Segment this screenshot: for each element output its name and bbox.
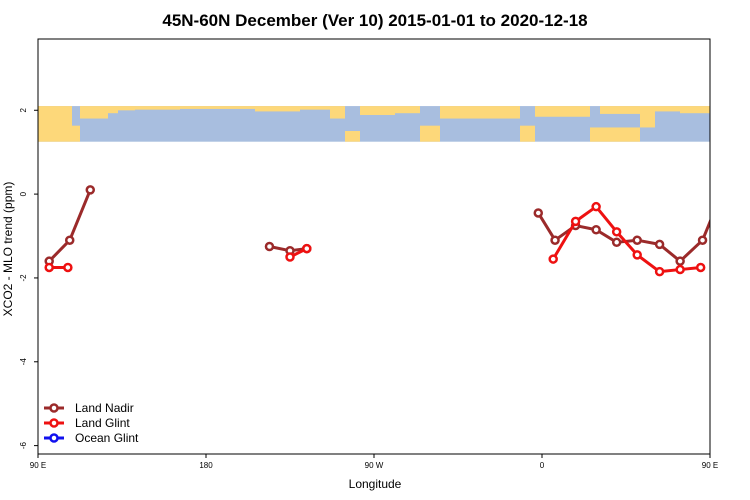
land-glint-point	[548, 254, 558, 264]
land-glint-point	[285, 252, 295, 262]
world-map-band	[38, 106, 710, 142]
legend-land-glint-label: Land Glint	[75, 416, 130, 430]
y-tick-label: 2	[19, 107, 28, 112]
land-nadir-line	[536, 212, 710, 263]
y-tick-label: -6	[19, 442, 28, 450]
land-glint-point	[654, 266, 665, 277]
map-land	[440, 106, 520, 119]
land-nadir-point	[675, 256, 685, 266]
land-nadir-point	[720, 186, 727, 193]
plot-frame	[37, 38, 711, 455]
land-nadir-point	[550, 235, 560, 245]
land-glint-point	[632, 250, 642, 260]
x-tick-label: 0	[540, 461, 545, 470]
chart-title: 45N-60N December (Ver 10) 2015-01-01 to …	[162, 11, 587, 30]
land-glint-point	[570, 216, 581, 227]
land-glint-point	[611, 227, 622, 237]
x-tick-label: 90 W	[365, 461, 384, 470]
map-land	[590, 127, 640, 142]
map-land	[600, 106, 650, 114]
map-land	[180, 106, 255, 109]
legend-land-glint-marker	[49, 418, 59, 428]
map-land	[640, 106, 655, 128]
land-glint-point	[695, 262, 706, 273]
land-nadir-point	[697, 235, 708, 245]
map-land	[300, 106, 330, 110]
y-axis: -6 -4 -2 0 2	[19, 107, 38, 449]
land-nadir-point	[654, 239, 665, 250]
map-land	[420, 125, 440, 142]
x-tick-label: 180	[199, 461, 213, 470]
land-glint-point	[44, 262, 54, 273]
map-land	[255, 106, 300, 112]
land-nadir-point	[64, 235, 75, 245]
x-tick-label: 90 E	[702, 461, 718, 470]
map-land	[118, 106, 135, 111]
map-land	[535, 106, 590, 117]
map-land	[345, 131, 360, 142]
y-axis-label: XCO2 - MLO trend (ppm)	[1, 182, 15, 317]
map-land	[38, 106, 72, 142]
legend-land-nadir-label: Land Nadir	[75, 401, 134, 415]
map-land	[360, 106, 395, 115]
map-land	[135, 106, 180, 110]
land-nadir-point	[591, 224, 601, 235]
map-land	[395, 106, 420, 114]
y-tick-label: -4	[19, 358, 28, 366]
map-land	[108, 106, 118, 114]
x-axis: 90 E 180 90 W 0 90 E	[30, 454, 718, 470]
map-land	[80, 106, 108, 119]
land-nadir-point	[611, 237, 622, 248]
land-glint-point	[675, 264, 685, 275]
legend-ocean-glint-label: Ocean Glint	[75, 431, 139, 445]
map-land	[655, 106, 680, 112]
map-land	[680, 106, 710, 114]
y-tick-label: 0	[19, 191, 28, 196]
legend-land-nadir-marker	[49, 403, 59, 413]
land-glint-point	[302, 243, 312, 254]
land-nadir-point	[533, 208, 544, 218]
x-tick-label: 90 E	[30, 461, 46, 470]
land-nadir-line	[48, 189, 92, 263]
land-nadir-point	[85, 185, 96, 195]
x-axis-label: Longitude	[349, 477, 402, 491]
land-glint-point	[63, 262, 73, 273]
map-land	[520, 125, 535, 142]
map-land	[72, 125, 80, 142]
land-glint-point	[591, 201, 601, 212]
land-nadir-point	[632, 235, 642, 245]
series-layer	[44, 185, 727, 277]
legend-ocean-glint-marker	[49, 433, 59, 443]
y-tick-label: -2	[19, 274, 28, 282]
map-land	[330, 106, 345, 119]
land-nadir-point	[264, 241, 275, 252]
